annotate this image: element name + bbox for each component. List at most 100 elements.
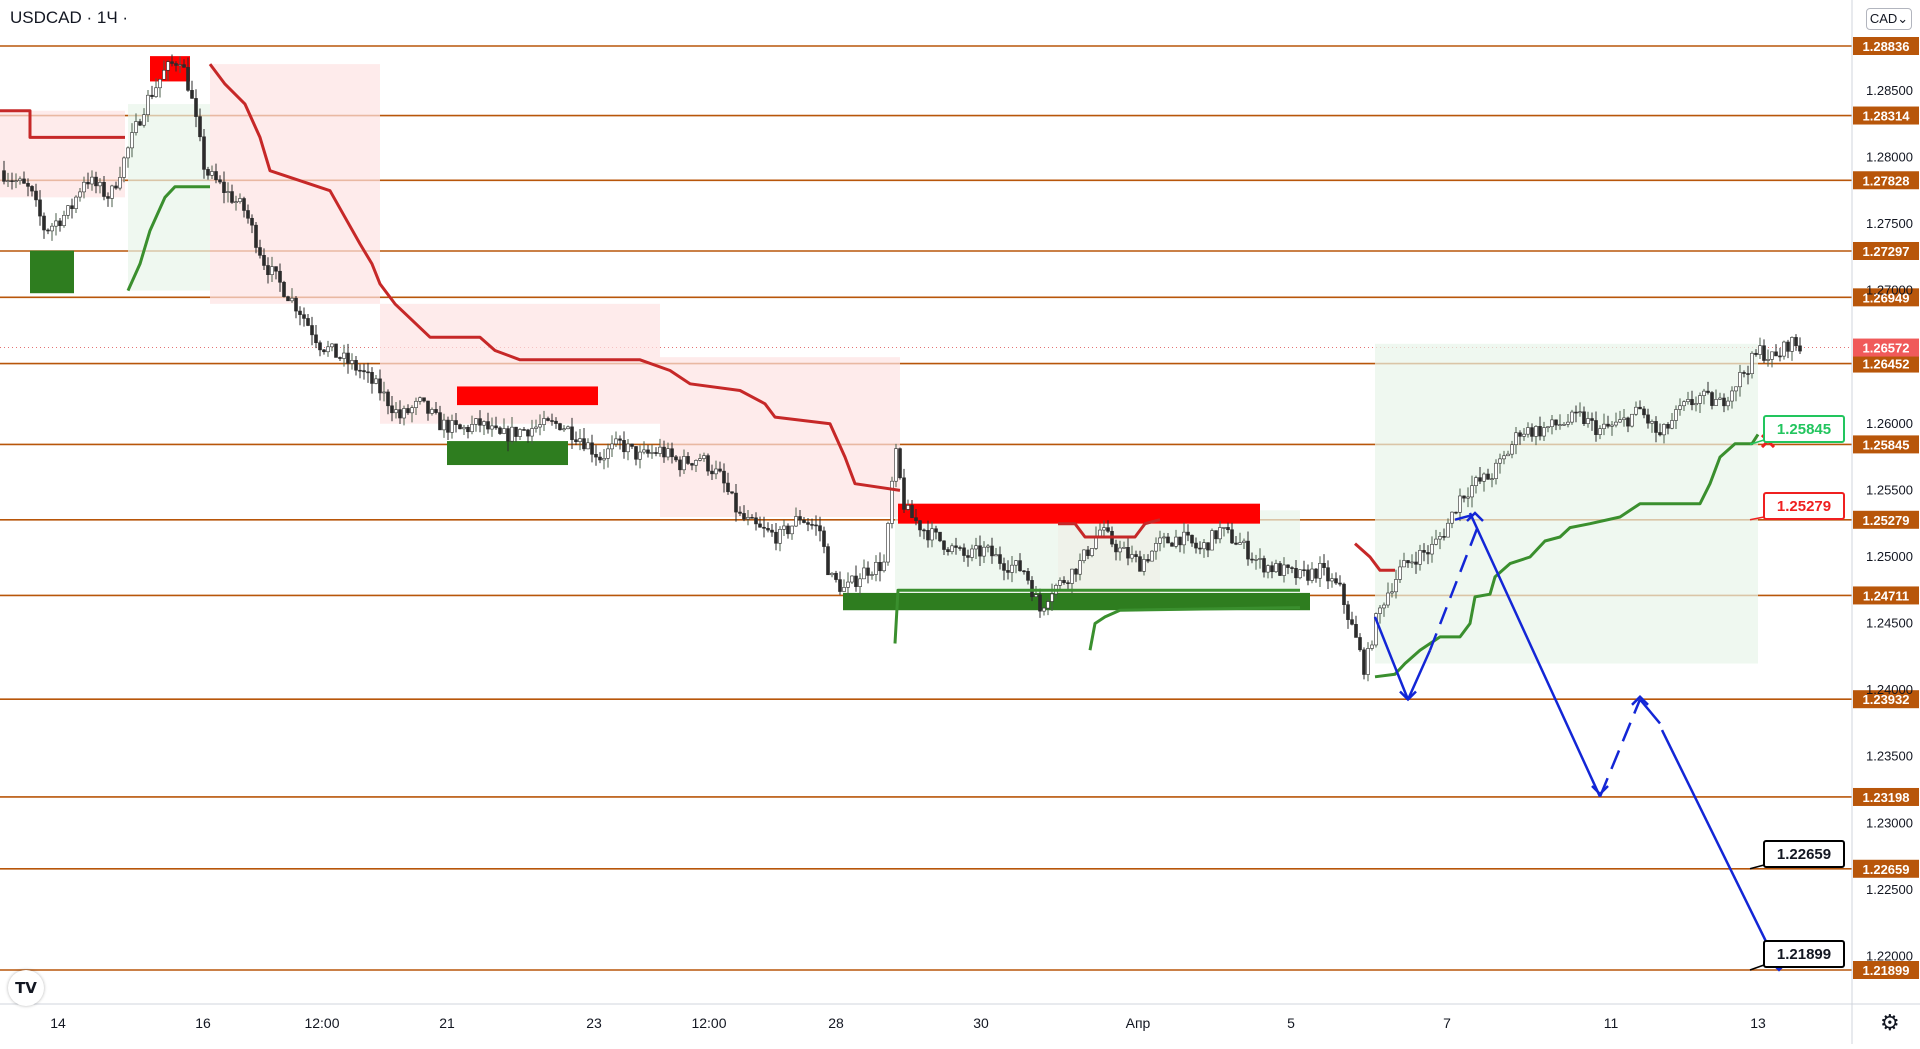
candle-body	[558, 423, 562, 431]
candle-body	[418, 397, 422, 402]
candle-body	[1094, 536, 1098, 549]
candle-body	[1394, 579, 1398, 593]
y-tick-label: 1.22000	[1866, 949, 1913, 964]
candle-body	[286, 296, 290, 302]
candle-body	[266, 265, 270, 275]
candle-body	[598, 456, 602, 461]
candle-body	[1262, 558, 1266, 573]
candle-body	[1626, 417, 1630, 427]
level-badge-label: 1.25845	[1863, 437, 1910, 452]
candle-body	[1750, 352, 1754, 375]
candle-body	[1034, 594, 1038, 598]
level-badge-label: 1.26452	[1863, 357, 1910, 372]
candle-body	[1130, 554, 1134, 559]
candle-body	[118, 177, 122, 189]
candle-body	[1294, 567, 1298, 579]
candle-body	[990, 545, 994, 557]
candle-body	[270, 266, 274, 275]
candle-body	[1142, 559, 1146, 572]
candle-body	[210, 171, 214, 176]
x-tick-label: 12:00	[304, 1015, 339, 1031]
candle-body	[926, 530, 930, 541]
candle-body	[1614, 421, 1618, 426]
candle-body	[922, 529, 926, 532]
candle-body	[1610, 424, 1614, 427]
candle-body	[650, 452, 654, 454]
tradingview-logo[interactable]: TV	[8, 970, 44, 1006]
candle-body	[1018, 560, 1022, 572]
candle-body	[1794, 337, 1798, 347]
candle-body	[462, 426, 466, 430]
candle-body	[1158, 537, 1162, 544]
candle-body	[794, 516, 798, 527]
gear-icon[interactable]: ⚙	[1880, 1010, 1900, 1035]
projection-line	[1639, 698, 1661, 725]
candle-body	[778, 529, 782, 544]
candle-body	[610, 443, 614, 450]
candle-body	[2, 170, 6, 182]
candle-body	[186, 67, 190, 91]
projection-line	[1406, 649, 1432, 701]
candle-body	[26, 183, 30, 187]
candle-body	[938, 531, 942, 542]
candle-body	[1686, 399, 1690, 403]
candle-body	[1506, 453, 1510, 457]
candle-body	[1582, 411, 1586, 424]
candle-body	[1226, 527, 1230, 531]
candle-body	[1762, 345, 1766, 361]
level-badge-label: 1.26949	[1863, 290, 1910, 305]
candle-body	[226, 191, 230, 193]
candle-body	[1522, 433, 1526, 437]
y-tick-label: 1.22500	[1866, 882, 1913, 897]
candle-body	[1234, 542, 1238, 545]
candle-body	[858, 578, 862, 587]
candle-body	[102, 181, 106, 197]
candle-body	[1754, 352, 1758, 355]
price-zone	[447, 441, 568, 466]
candle-body	[6, 180, 10, 182]
candle-body	[1666, 424, 1670, 429]
symbol-title[interactable]: USDCAD · 1Ч ·	[10, 8, 129, 27]
candle-body	[702, 455, 706, 459]
candle-body	[1570, 411, 1574, 423]
callout-label: 1.25279	[1777, 498, 1831, 515]
candle-body	[574, 439, 578, 442]
callout-label: 1.21899	[1777, 946, 1831, 963]
x-tick-label: Апр	[1126, 1015, 1151, 1031]
candle-body	[1346, 604, 1350, 620]
candle-body	[1310, 568, 1314, 581]
candle-body	[1318, 562, 1322, 579]
candle-body	[1650, 421, 1654, 424]
candle-body	[962, 547, 966, 556]
last-price-label: 1.26572	[1863, 341, 1910, 356]
candle-body	[1358, 637, 1362, 651]
projection-line	[1468, 512, 1602, 798]
candle-body	[122, 157, 126, 178]
currency-selector[interactable]: CAD⌄	[1866, 8, 1912, 30]
candle-body	[1170, 542, 1174, 547]
candle-body	[746, 517, 750, 520]
candle-body	[274, 266, 278, 272]
candle-body	[1462, 495, 1466, 499]
candle-body	[530, 428, 534, 437]
x-tick-label: 28	[828, 1015, 844, 1031]
candle-body	[646, 449, 650, 454]
candle-body	[750, 517, 754, 519]
candle-body	[1066, 582, 1070, 584]
level-badge-label: 1.25279	[1863, 513, 1910, 528]
candle-body	[214, 171, 218, 181]
candle-body	[842, 587, 846, 592]
candle-body	[1646, 414, 1650, 424]
candle-body	[818, 525, 822, 532]
candle-body	[42, 215, 46, 231]
candle-body	[70, 205, 74, 209]
candle-body	[790, 525, 794, 535]
candle-body	[94, 176, 98, 187]
candle-body	[1694, 403, 1698, 406]
candle-body	[1514, 432, 1518, 446]
candle-body	[1482, 473, 1486, 482]
candle-body	[1222, 527, 1226, 529]
candle-body	[358, 369, 362, 372]
